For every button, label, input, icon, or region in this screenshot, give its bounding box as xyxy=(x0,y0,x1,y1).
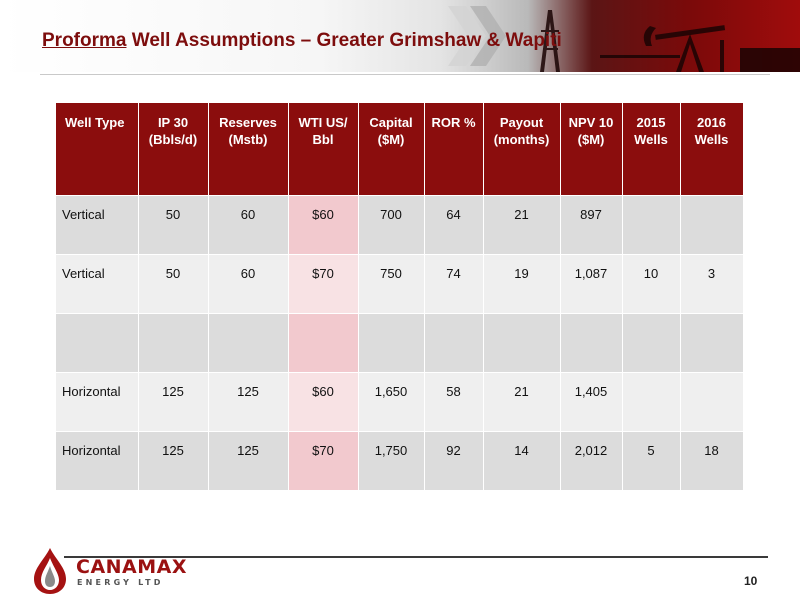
cell-npv10: 1,405 xyxy=(560,371,623,431)
page-number: 10 xyxy=(744,574,758,588)
cell-npv10: 897 xyxy=(560,194,623,254)
cell-capital xyxy=(358,312,425,372)
cell-ror: 58 xyxy=(424,371,484,431)
cell-reserves: 60 xyxy=(208,194,289,254)
cell-wti xyxy=(288,312,359,372)
page-title-underlined: Proforma xyxy=(42,30,127,51)
cell-ror xyxy=(424,312,484,372)
page-title: Proforma Well Assumptions – Greater Grim… xyxy=(42,30,562,52)
cell-reserves xyxy=(208,312,289,372)
cell-npv10: 1,087 xyxy=(560,253,623,313)
logo-subtitle: ENERGY LTD xyxy=(77,578,164,587)
slide-header: Proforma Well Assumptions – Greater Grim… xyxy=(0,0,800,72)
cell-wti: $60 xyxy=(288,371,359,431)
cell-2015-wells xyxy=(622,312,681,372)
cell-ip30: 125 xyxy=(138,371,209,431)
cell-ror: 74 xyxy=(424,253,484,313)
cell-well-type xyxy=(56,312,139,372)
column-header-2016-wells: 2016 Wells xyxy=(680,103,744,195)
cell-reserves: 125 xyxy=(208,430,289,490)
column-header-ror: ROR % xyxy=(424,103,484,195)
cell-ip30 xyxy=(138,312,209,372)
table-row: Horizontal 125 125 $70 1,750 92 14 2,012… xyxy=(56,430,744,490)
cell-2016-wells xyxy=(680,312,744,372)
logo-name: CANAMAX xyxy=(76,556,188,578)
flame-drop-icon xyxy=(34,548,66,594)
cell-payout: 14 xyxy=(483,430,561,490)
column-header-wti: WTI US/Bbl xyxy=(288,103,359,195)
column-header-payout: Payout (months) xyxy=(483,103,561,195)
cell-npv10: 2,012 xyxy=(560,430,623,490)
table-row: Vertical 50 60 $60 700 64 21 897 xyxy=(56,194,744,254)
cell-capital: 750 xyxy=(358,253,425,313)
column-header-ip30: IP 30 (Bbls/d) xyxy=(138,103,209,195)
cell-capital: 700 xyxy=(358,194,425,254)
cell-payout: 19 xyxy=(483,253,561,313)
table-row: Vertical 50 60 $70 750 74 19 1,087 10 3 xyxy=(56,253,744,313)
company-logo: CANAMAX ENERGY LTD xyxy=(26,546,226,596)
cell-well-type: Vertical xyxy=(56,194,139,254)
cell-2016-wells: 18 xyxy=(680,430,744,490)
page-title-rest: Well Assumptions – Greater Grimshaw & Wa… xyxy=(126,30,562,51)
column-header-npv10: NPV 10 ($M) xyxy=(560,103,623,195)
table-row-spacer xyxy=(56,312,744,372)
cell-wti: $70 xyxy=(288,430,359,490)
cell-ip30: 125 xyxy=(138,430,209,490)
cell-ip30: 50 xyxy=(138,194,209,254)
cell-payout: 21 xyxy=(483,371,561,431)
cell-ip30: 50 xyxy=(138,253,209,313)
oil-field-banner-image xyxy=(448,6,800,72)
cell-ror: 64 xyxy=(424,194,484,254)
cell-well-type: Vertical xyxy=(56,253,139,313)
cell-reserves: 125 xyxy=(208,371,289,431)
cell-2016-wells xyxy=(680,371,744,431)
cell-2016-wells: 3 xyxy=(680,253,744,313)
cell-wti: $70 xyxy=(288,253,359,313)
cell-wti: $60 xyxy=(288,194,359,254)
cell-capital: 1,750 xyxy=(358,430,425,490)
cell-2015-wells: 5 xyxy=(622,430,681,490)
table-header-row: Well Type IP 30 (Bbls/d) Reserves (Mstb) W… xyxy=(56,103,744,195)
column-header-2015-wells: 2015 Wells xyxy=(622,103,681,195)
title-divider xyxy=(40,74,770,75)
cell-capital: 1,650 xyxy=(358,371,425,431)
cell-npv10 xyxy=(560,312,623,372)
cell-2015-wells: 10 xyxy=(622,253,681,313)
cell-2016-wells xyxy=(680,194,744,254)
cell-2015-wells xyxy=(622,194,681,254)
cell-ror: 92 xyxy=(424,430,484,490)
cell-well-type: Horizontal xyxy=(56,371,139,431)
well-assumptions-table: Well Type IP 30 (Bbls/d) Reserves (Mstb) W… xyxy=(56,103,744,490)
table-row: Horizontal 125 125 $60 1,650 58 21 1,405 xyxy=(56,371,744,431)
cell-payout: 21 xyxy=(483,194,561,254)
column-header-well-type: Well Type xyxy=(56,103,139,195)
cell-payout xyxy=(483,312,561,372)
cell-well-type: Horizontal xyxy=(56,430,139,490)
footer-divider xyxy=(64,556,768,558)
cell-2015-wells xyxy=(622,371,681,431)
column-header-reserves: Reserves (Mstb) xyxy=(208,103,289,195)
column-header-capital: Capital ($M) xyxy=(358,103,425,195)
cell-reserves: 60 xyxy=(208,253,289,313)
